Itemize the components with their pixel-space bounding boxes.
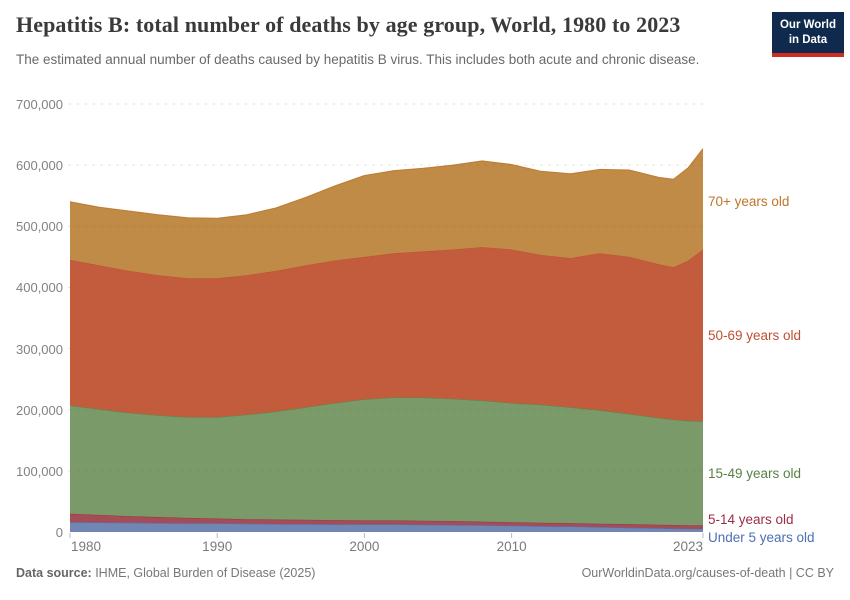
- series-line: [69, 246, 704, 279]
- y-tick-label: 200,000: [16, 402, 63, 418]
- x-tick-label: 1990: [202, 539, 233, 554]
- owid-license-link[interactable]: OurWorldinData.org/causes-of-death | CC …: [581, 566, 834, 580]
- series-label: Under 5 years old: [708, 530, 815, 545]
- area-5[interactable]: [70, 148, 703, 279]
- owid-logo-line2: in Data: [788, 33, 828, 46]
- area-1[interactable]: [70, 522, 703, 532]
- series-label: 15-49 years old: [708, 466, 802, 481]
- area-4[interactable]: [70, 247, 703, 422]
- data-source: Data source: IHME, Global Burden of Dise…: [16, 566, 315, 580]
- y-tick-label: 300,000: [16, 341, 63, 357]
- series-label: 5-14 years old: [708, 512, 794, 527]
- series-line: [69, 148, 704, 219]
- chart-footer: Data source: IHME, Global Burden of Dise…: [16, 566, 834, 580]
- area-3[interactable]: [70, 397, 703, 526]
- x-tick-label: 2010: [496, 539, 527, 554]
- area-2[interactable]: [70, 513, 703, 529]
- series-label: 50-69 years old: [708, 328, 802, 343]
- owid-logo-line1: Our World: [779, 19, 836, 31]
- x-tick-label: 1980: [71, 539, 102, 554]
- x-tick-label: 2000: [349, 539, 380, 554]
- y-tick-label: 600,000: [16, 158, 63, 174]
- owid-logo[interactable]: Our World in Data: [771, 12, 844, 57]
- chart-subtitle: The estimated annual number of deaths ca…: [16, 52, 700, 67]
- chart-title: Hepatitis B: total number of deaths by a…: [16, 12, 681, 37]
- y-tick-label: 500,000: [16, 219, 63, 235]
- x-tick-label: 2023: [672, 539, 703, 554]
- series-label: 70+ years old: [708, 194, 790, 209]
- y-tick-label: 700,000: [16, 97, 63, 112]
- y-tick-label: 100,000: [16, 463, 63, 479]
- y-tick-label: 0: [55, 525, 63, 540]
- data-source-text: IHME, Global Burden of Disease (2025): [91, 566, 316, 580]
- data-source-label: Data source:: [16, 566, 92, 580]
- y-tick-label: 400,000: [16, 280, 63, 296]
